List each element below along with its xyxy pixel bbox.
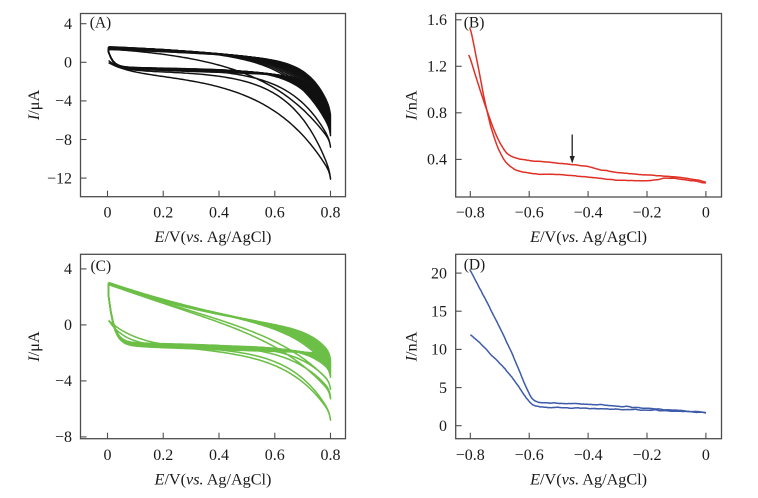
svg-text:0.4: 0.4 xyxy=(427,152,447,169)
svg-text:−8: −8 xyxy=(55,132,72,149)
svg-text:(D): (D) xyxy=(464,256,486,273)
svg-text:E/V(vs. Ag/AgCl): E/V(vs. Ag/AgCl) xyxy=(154,471,272,489)
svg-text:−4: −4 xyxy=(55,93,72,110)
svg-text:0.2: 0.2 xyxy=(153,205,173,222)
svg-text:1.2: 1.2 xyxy=(427,59,447,76)
svg-text:−0.4: −0.4 xyxy=(574,447,603,464)
svg-text:0.6: 0.6 xyxy=(265,447,285,464)
svg-text:E/V(vs. Ag/AgCl): E/V(vs. Ag/AgCl) xyxy=(154,228,272,246)
svg-text:−0.2: −0.2 xyxy=(632,447,661,464)
svg-text:−0.8: −0.8 xyxy=(456,205,485,222)
svg-text:I/nA: I/nA xyxy=(403,331,421,362)
svg-text:0: 0 xyxy=(104,447,112,464)
svg-text:0: 0 xyxy=(702,205,710,222)
svg-text:(C): (C) xyxy=(91,258,112,275)
svg-text:0.8: 0.8 xyxy=(321,205,341,222)
svg-text:−0.6: −0.6 xyxy=(515,447,544,464)
svg-text:1.6: 1.6 xyxy=(427,12,447,29)
svg-text:0: 0 xyxy=(104,205,112,222)
svg-text:0: 0 xyxy=(439,418,447,435)
svg-text:−12: −12 xyxy=(47,170,72,187)
svg-text:10: 10 xyxy=(431,342,447,359)
svg-text:I/nA: I/nA xyxy=(403,90,421,121)
svg-text:E/V(vs. Ag/AgCl): E/V(vs. Ag/AgCl) xyxy=(529,228,647,246)
svg-text:−0.4: −0.4 xyxy=(574,205,603,222)
svg-text:0.6: 0.6 xyxy=(265,205,285,222)
svg-text:4: 4 xyxy=(64,261,72,278)
svg-text:15: 15 xyxy=(431,304,447,321)
svg-text:0.4: 0.4 xyxy=(209,205,229,222)
svg-text:0.2: 0.2 xyxy=(153,447,173,464)
svg-text:5: 5 xyxy=(439,380,447,397)
svg-text:20: 20 xyxy=(431,265,447,282)
svg-text:−0.2: −0.2 xyxy=(632,205,661,222)
svg-text:0: 0 xyxy=(64,55,72,72)
svg-text:(A): (A) xyxy=(90,14,112,31)
svg-text:−8: −8 xyxy=(55,429,72,446)
svg-text:0.8: 0.8 xyxy=(427,105,447,122)
svg-text:I/μA: I/μA xyxy=(25,90,43,122)
svg-text:0.8: 0.8 xyxy=(321,447,341,464)
svg-text:−0.8: −0.8 xyxy=(456,447,485,464)
svg-text:0: 0 xyxy=(64,317,72,334)
svg-text:4: 4 xyxy=(64,16,72,33)
svg-text:0.4: 0.4 xyxy=(209,447,229,464)
svg-text:−4: −4 xyxy=(55,373,72,390)
svg-text:0: 0 xyxy=(702,447,710,464)
svg-text:E/V(vs. Ag/AgCl): E/V(vs. Ag/AgCl) xyxy=(529,471,647,489)
svg-text:−0.6: −0.6 xyxy=(515,205,544,222)
svg-text:(B): (B) xyxy=(464,15,485,32)
svg-text:I/μA: I/μA xyxy=(25,331,43,363)
